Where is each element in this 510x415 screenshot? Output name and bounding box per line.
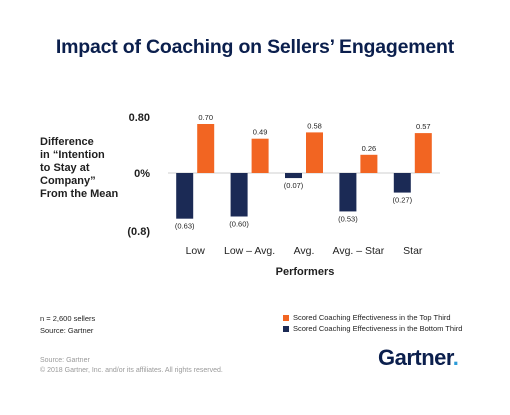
y-axis-label-line: From the Mean xyxy=(40,188,119,200)
x-axis-label: Performers xyxy=(275,266,335,278)
bar xyxy=(360,154,378,173)
data-label: (0.60) xyxy=(229,220,249,229)
source-note: Source: Gartner xyxy=(40,326,94,335)
x-tick-label: Avg. xyxy=(294,245,315,257)
y-axis-label: Difference in “Intention to Stay at Comp… xyxy=(40,136,130,201)
chart-title: Impact of Coaching on Sellers’ Engagemen… xyxy=(55,36,455,58)
bar xyxy=(393,173,411,193)
bar xyxy=(197,124,215,173)
legend-item-bottom-third: Scored Coaching Effectiveness in the Bot… xyxy=(283,323,462,334)
y-axis-label-line: Company” xyxy=(40,175,96,187)
y-axis-label-line: in “Intention xyxy=(40,149,105,161)
data-label: (0.53) xyxy=(338,214,358,223)
logo-dot: . xyxy=(452,345,459,370)
data-label: (0.07) xyxy=(284,181,304,190)
legend-label: Scored Coaching Effectiveness in the Top… xyxy=(293,313,451,322)
x-tick-label: Low xyxy=(186,245,206,257)
data-label: 0.26 xyxy=(362,144,377,153)
y-tick-label: 0% xyxy=(134,168,150,180)
footer-copyright: © 2018 Gartner, Inc. and/or its affiliat… xyxy=(40,367,223,374)
data-label: 0.49 xyxy=(253,128,268,137)
footer-source: Source: Gartner xyxy=(40,357,90,364)
legend-swatch-orange xyxy=(283,314,289,321)
x-tick-label: Avg. – Star xyxy=(333,245,385,257)
bar xyxy=(414,133,432,173)
bar xyxy=(230,173,248,217)
y-tick-label: (0.8) xyxy=(127,226,150,238)
bar xyxy=(306,132,323,173)
logo-text: Gartner xyxy=(378,345,453,370)
legend-label: Scored Coaching Effectiveness in the Bot… xyxy=(293,324,463,333)
bar xyxy=(339,173,357,212)
x-tick-label: Low – Avg. xyxy=(224,245,275,257)
gartner-logo: Gartner. xyxy=(378,345,459,371)
data-label: (0.27) xyxy=(393,196,413,205)
legend-item-top-third: Scored Coaching Effectiveness in the Top… xyxy=(283,312,462,323)
legend: Scored Coaching Effectiveness in the Top… xyxy=(283,312,462,334)
data-label: 0.58 xyxy=(307,121,322,130)
data-label: 0.70 xyxy=(198,113,213,122)
bar xyxy=(176,173,194,219)
bar xyxy=(285,173,302,179)
y-axis-label-line: to Stay at xyxy=(40,162,90,174)
bar xyxy=(251,138,269,173)
sample-size-note: n = 2,600 sellers xyxy=(40,314,96,323)
y-axis-label-line: Difference xyxy=(40,136,94,148)
legend-swatch-navy xyxy=(283,325,289,332)
x-tick-label: Star xyxy=(403,245,423,257)
y-tick-label: 0.80 xyxy=(129,112,150,124)
data-label: (0.63) xyxy=(175,222,195,231)
data-label: 0.57 xyxy=(416,122,431,131)
